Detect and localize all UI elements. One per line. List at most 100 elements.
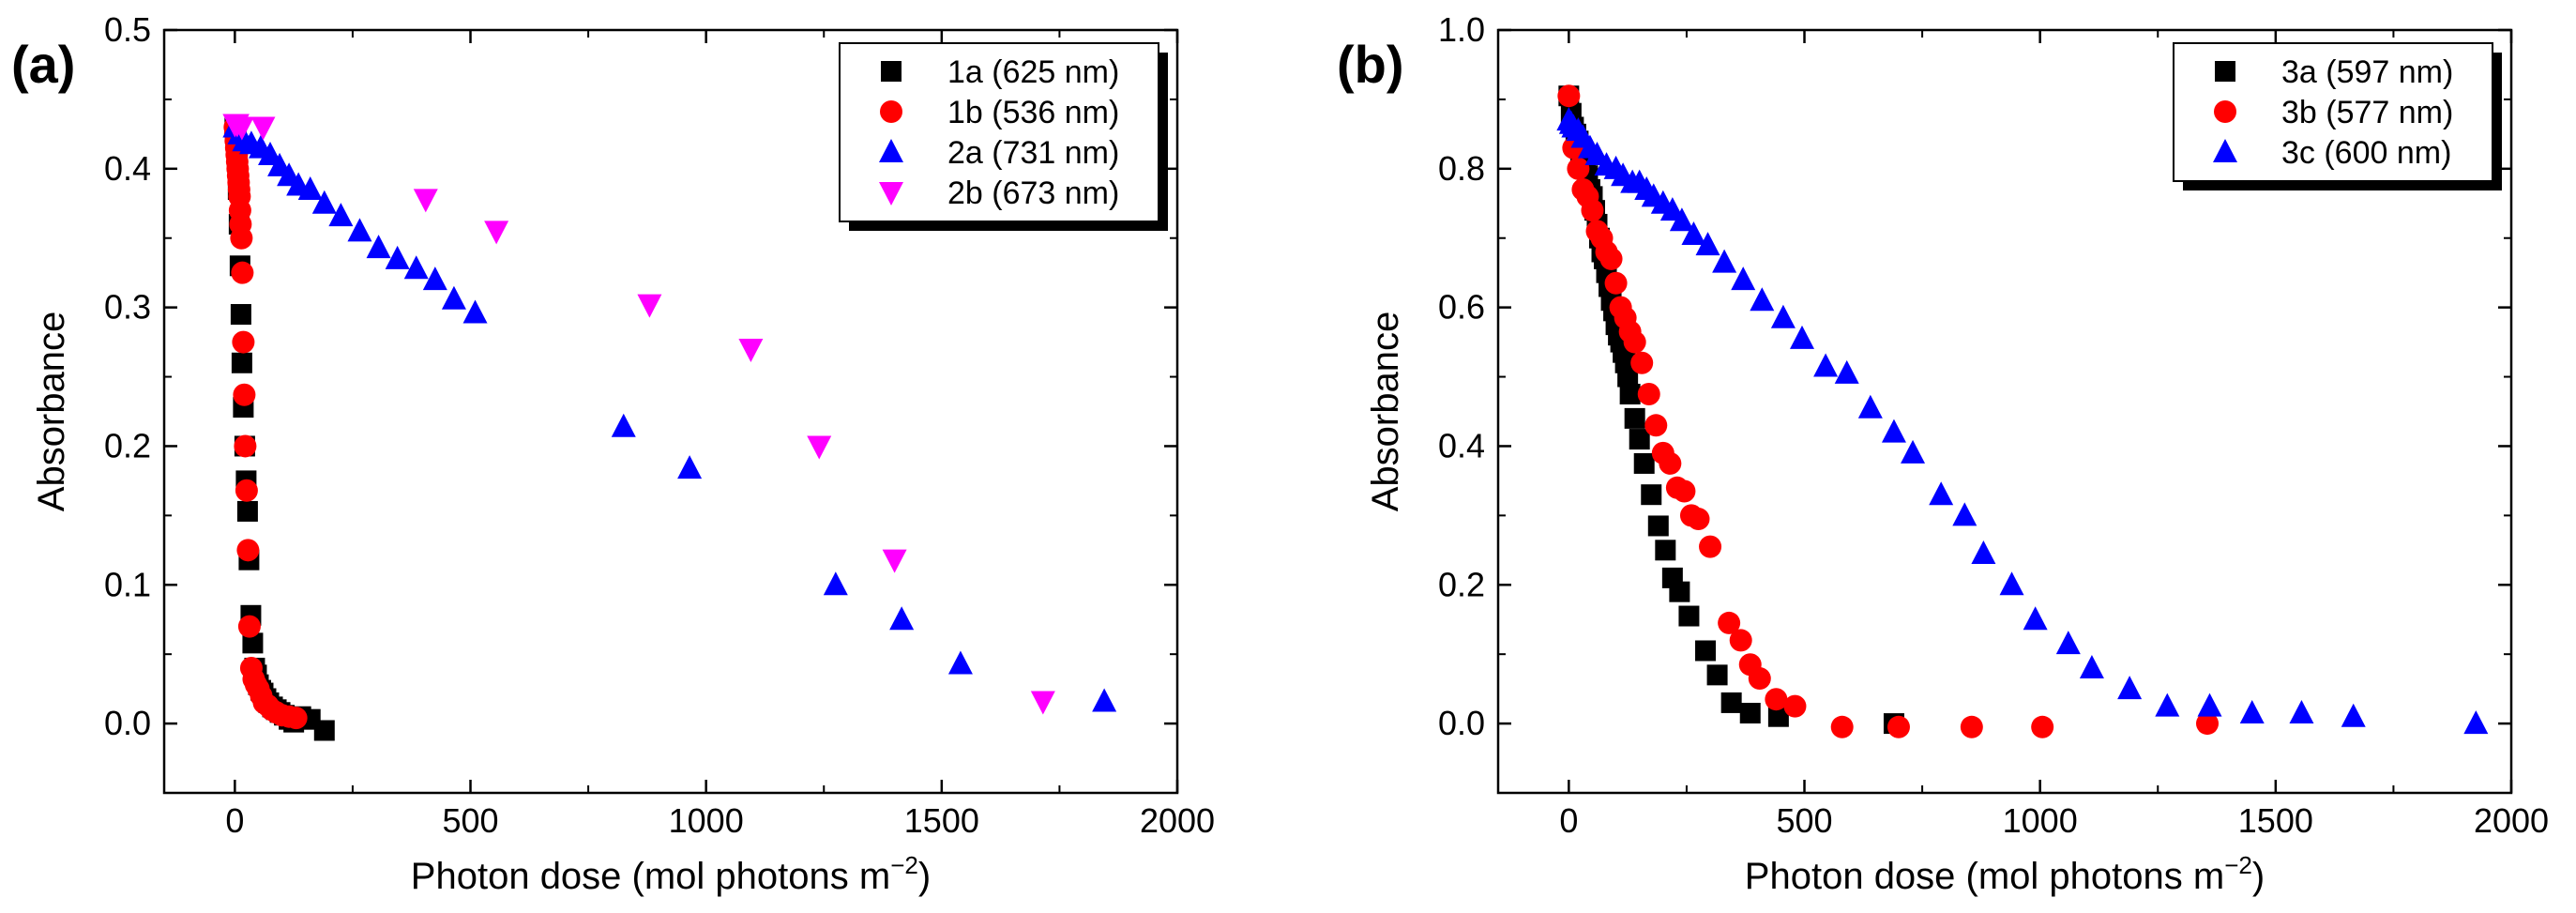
legend: 3a (597 nm) 3b (577 nm) 3c (600 nm): [2173, 42, 2493, 182]
data-point: [1929, 481, 1954, 506]
data-point: [1681, 221, 1706, 246]
data-point: [1748, 667, 1771, 691]
data-point: [1790, 325, 1814, 349]
data-point: [2023, 606, 2048, 631]
data-point: [2031, 715, 2054, 738]
y-tick-label: 0.2: [104, 426, 151, 464]
series-4: [222, 114, 1055, 715]
plot-frame: [162, 28, 1179, 795]
y-tick-label: 0.0: [1438, 704, 1485, 742]
panel-b: (b) 0 500 1000 1500 2000 0.0 0.2 0.4 0.6 0.8 1.0 Pho…: [1337, 10, 2549, 897]
series-3: [222, 114, 1117, 712]
data-point: [233, 383, 256, 406]
data-point: [2197, 692, 2222, 717]
data-point: [1092, 688, 1117, 712]
data-point: [1731, 266, 1756, 291]
data-point: [677, 455, 703, 479]
data-point: [231, 352, 252, 373]
data-point: [1783, 694, 1807, 718]
data-point: [611, 413, 636, 437]
legend: 1a (625 nm) 1b (536 nm) 2a (731 nm) 2b (673…: [839, 42, 1159, 222]
data-point: [1813, 353, 1839, 377]
panel-label: (a): [11, 35, 75, 94]
legend-label: 3b (577 nm): [2281, 95, 2453, 130]
legend-marker: [881, 61, 902, 82]
data-point: [2463, 710, 2489, 735]
data-point: [1629, 429, 1650, 450]
x-tick-label: 1500: [904, 801, 979, 840]
data-point: [1604, 271, 1628, 295]
data-point: [2155, 692, 2180, 717]
data-point: [1624, 407, 1645, 429]
legend-marker: [879, 139, 903, 162]
data-point: [889, 606, 915, 631]
data-point: [413, 189, 438, 213]
y-tick-label: 0.4: [104, 149, 151, 188]
data-point: [403, 255, 429, 280]
data-point: [1617, 366, 1639, 388]
x-tick-label: 2000: [2474, 801, 2549, 840]
data-point: [1030, 691, 1055, 715]
data-point: [1659, 451, 1682, 475]
data-point: [230, 226, 253, 250]
data-point: [947, 650, 973, 675]
legend-marker: [2215, 61, 2235, 82]
legend-label: 1a (625 nm): [947, 54, 1119, 90]
data-point: [236, 539, 260, 562]
legend-label: 3c (600 nm): [2281, 135, 2451, 171]
data-point: [1581, 199, 1604, 222]
data-point: [1706, 664, 1728, 686]
data-point: [2341, 703, 2366, 727]
data-point: [1712, 249, 1737, 273]
data-point: [1971, 540, 1996, 565]
data-point: [297, 175, 323, 200]
data-point: [823, 571, 848, 596]
data-point: [462, 299, 488, 324]
panel-label: (b): [1337, 35, 1404, 94]
x-tick-label: 500: [442, 801, 498, 840]
data-point: [441, 285, 466, 310]
series-2: [223, 115, 308, 730]
data-point: [242, 632, 264, 654]
data-point: [313, 720, 335, 741]
legend-label: 2a (731 nm): [947, 135, 1119, 171]
data-point: [1830, 715, 1854, 738]
data-point: [311, 190, 337, 214]
data-point: [1750, 287, 1775, 312]
data-point: [1960, 715, 1983, 738]
data-point: [229, 116, 254, 141]
legend-label: 2b (673 nm): [947, 175, 1119, 211]
data-point: [1669, 581, 1690, 602]
data-point: [484, 221, 509, 245]
data-point: [1767, 706, 1789, 727]
data-point: [284, 707, 308, 730]
data-point: [1695, 232, 1720, 256]
y-tick-label: 0.3: [104, 288, 151, 327]
data-point: [1599, 247, 1623, 270]
data-point: [1881, 418, 1906, 443]
y-axis-title: Absorbance: [31, 312, 72, 511]
data-point: [328, 203, 354, 227]
data-point: [234, 434, 257, 458]
data-point: [2055, 631, 2081, 655]
data-point: [1887, 715, 1910, 738]
data-point: [1567, 157, 1590, 180]
y-tick-label: 0.5: [104, 10, 151, 49]
y-tick-label: 0.0: [104, 704, 151, 742]
y-tick-label: 0.4: [1438, 426, 1485, 464]
data-point: [2289, 700, 2314, 724]
data-point: [1687, 508, 1710, 531]
data-point: [1647, 515, 1669, 537]
y-tick-label: 0.1: [104, 565, 151, 603]
legend-label: 3a (597 nm): [2281, 54, 2453, 90]
data-point: [2117, 676, 2143, 700]
x-tick-label: 0: [225, 801, 244, 840]
data-point: [230, 304, 251, 326]
data-point: [1641, 484, 1662, 506]
x-axis-title: Photon dose (mol photons m−2): [411, 851, 931, 897]
series-3: [1556, 107, 2489, 735]
data-point: [1623, 330, 1646, 354]
data-point: [231, 261, 254, 284]
data-point: [1699, 535, 1722, 558]
